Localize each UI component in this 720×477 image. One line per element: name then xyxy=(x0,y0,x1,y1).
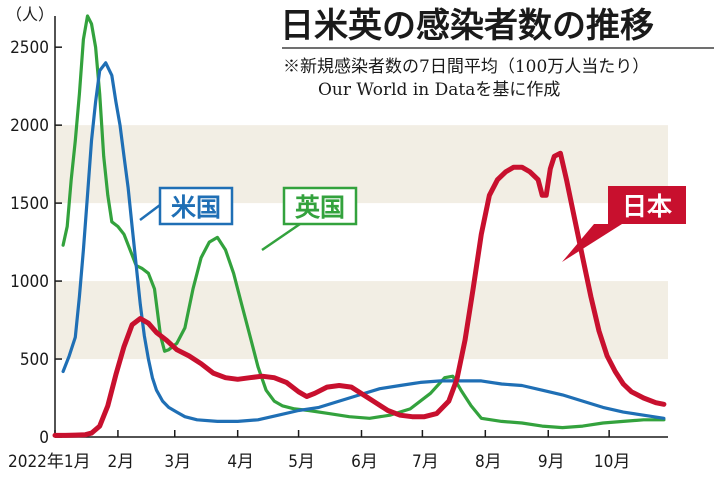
x-tick-label: 8月 xyxy=(475,452,502,472)
series-line-uk xyxy=(61,14,666,430)
x-tick-label: 2022年1月 xyxy=(8,452,91,472)
series-line-us xyxy=(61,61,666,423)
series-line-jp xyxy=(52,150,667,438)
background-bands xyxy=(55,125,668,360)
x-tick-label: 3月 xyxy=(164,452,191,472)
chart-title: 日米英の感染者数の推移 xyxy=(280,6,654,46)
y-tick-label: 2000 xyxy=(10,116,49,136)
chart-note-line1: ※新規感染者数の7日間平均（100万人当たり） xyxy=(283,57,649,77)
label-us-leader xyxy=(139,204,161,221)
x-tick-label: 10月 xyxy=(594,452,630,472)
series-lines xyxy=(52,14,667,438)
y-tick-label: 1000 xyxy=(10,272,49,292)
label-uk-leader xyxy=(261,222,301,252)
label-jp-callout xyxy=(562,224,622,262)
y-tick-label: 500 xyxy=(20,350,49,370)
series-label-jp: 日本 xyxy=(562,186,686,262)
label-jp-text: 日本 xyxy=(622,192,672,221)
label-jp-box xyxy=(608,186,686,224)
series-label-uk: 英国 xyxy=(261,186,358,252)
x-tick-label: 4月 xyxy=(227,452,254,472)
series-label-us: 米国 xyxy=(139,186,234,226)
background-band xyxy=(55,125,668,204)
label-uk-text: 英国 xyxy=(295,193,345,222)
label-us-box xyxy=(158,186,234,226)
label-us-text: 米国 xyxy=(171,193,221,222)
y-tick-label: 1500 xyxy=(10,194,49,214)
x-tick-label: 2月 xyxy=(108,452,135,472)
x-tick-label: 7月 xyxy=(412,452,439,472)
x-tick-label: 9月 xyxy=(538,452,565,472)
y-tick-label: 2500 xyxy=(10,38,49,58)
x-axis: 2022年1月 2月 3月 4月 5月 6月 7月 8月 9月 10月 xyxy=(8,430,668,472)
y-tick-label: 0 xyxy=(39,428,49,448)
label-uk-box xyxy=(282,186,358,226)
chart-note-line2: Our World in Dataを基に作成 xyxy=(318,80,560,100)
x-tick-label: 6月 xyxy=(351,452,378,472)
x-tick-label: 5月 xyxy=(288,452,315,472)
y-axis: 0 500 1000 1500 2000 2500 xyxy=(10,16,62,448)
y-axis-unit: （人） xyxy=(6,5,54,24)
